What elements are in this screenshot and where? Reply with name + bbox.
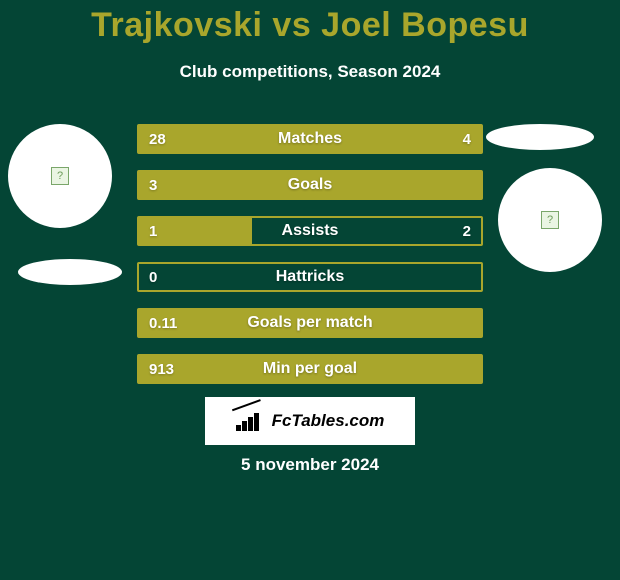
- value-left: 0: [139, 264, 167, 290]
- value-left: 1: [139, 218, 167, 244]
- title: Trajkovski vs Joel Bopesu: [0, 6, 620, 45]
- value-right: 2: [453, 218, 481, 244]
- broken-image-icon: ?: [541, 211, 559, 229]
- subtitle: Club competitions, Season 2024: [0, 62, 620, 82]
- stat-label: Hattricks: [139, 264, 481, 290]
- date-label: 5 november 2024: [0, 455, 620, 475]
- stat-row: 3Goals: [137, 170, 483, 200]
- player-right-shadow: [486, 124, 594, 150]
- fill-left: [139, 126, 402, 152]
- fill-left: [139, 356, 481, 382]
- value-left: 3: [139, 172, 167, 198]
- player-left-shadow: [18, 259, 122, 285]
- player-right-avatar: ?: [498, 168, 602, 272]
- value-left: 913: [139, 356, 184, 382]
- stat-row: 913Min per goal: [137, 354, 483, 384]
- fctables-logo: FcTables.com: [205, 397, 415, 445]
- value-right: 4: [453, 126, 481, 152]
- stat-row: 0Hattricks: [137, 262, 483, 292]
- fill-left: [139, 310, 481, 336]
- stat-row: 0.11Goals per match: [137, 308, 483, 338]
- stat-bars: 284Matches3Goals12Assists0Hattricks0.11G…: [137, 124, 483, 400]
- comparison-card: Trajkovski vs Joel Bopesu Club competiti…: [0, 0, 620, 580]
- stat-row: 284Matches: [137, 124, 483, 154]
- value-left: 0.11: [139, 310, 187, 336]
- logo-text: FcTables.com: [272, 411, 385, 431]
- fill-left: [139, 172, 481, 198]
- value-left: 28: [139, 126, 176, 152]
- logo-chart-icon: [236, 411, 264, 431]
- stat-row: 12Assists: [137, 216, 483, 246]
- player-left-avatar: ?: [8, 124, 112, 228]
- broken-image-icon: ?: [51, 167, 69, 185]
